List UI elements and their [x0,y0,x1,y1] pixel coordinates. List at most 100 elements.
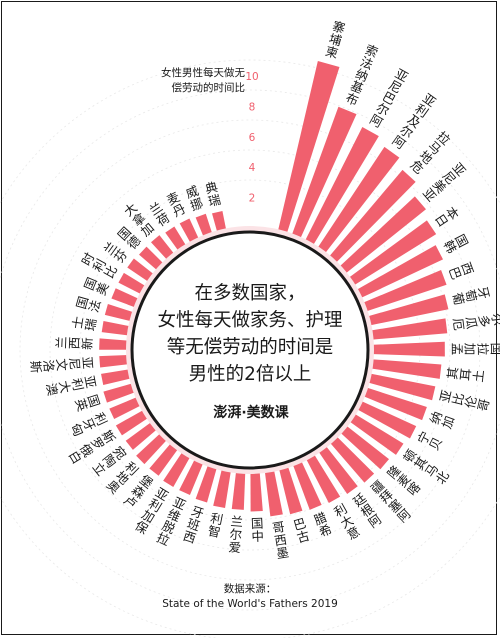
bar [99,354,131,368]
svg-text:古: 古 [295,528,311,546]
svg-text:典: 典 [204,179,220,196]
country-label: 其耳土 [444,366,486,383]
bar [338,424,389,470]
svg-text:尼: 尼 [67,357,83,371]
bar [231,469,246,510]
bar [290,106,357,241]
bar [304,452,341,504]
country-label: 柬埔寨 [324,18,347,61]
svg-text:亚: 亚 [437,388,454,404]
bar [115,408,151,436]
bar [150,235,176,262]
country-label: 国中 [251,516,265,544]
svg-text:葡: 葡 [450,291,468,307]
svg-text:多: 多 [476,314,492,328]
svg-text:萄: 萄 [462,288,480,304]
country-label: 新西兰 [54,336,95,350]
country-label: 兰尔爱 [228,514,244,556]
guide-ring [19,119,481,581]
svg-text:西: 西 [458,260,476,277]
svg-text:国: 国 [81,275,100,292]
svg-text:利: 利 [69,377,86,392]
svg-text:美: 美 [93,280,112,297]
bar [118,272,148,296]
svg-text:牙: 牙 [189,503,206,521]
svg-text:牙: 牙 [80,416,99,434]
svg-text:国: 国 [85,393,103,410]
headline-line-1: 在多数国家， [194,283,306,304]
bar [277,61,340,236]
svg-text:瓜: 瓜 [463,316,479,331]
axis-tick-label: 6 [249,132,256,144]
svg-text:亚: 亚 [82,374,99,389]
svg-text:哥: 哥 [475,397,492,413]
bar [179,218,200,246]
svg-text:兰: 兰 [54,336,69,349]
bar [138,246,166,272]
center-disc [130,230,370,470]
svg-text:基: 基 [348,78,366,97]
svg-text:文: 文 [54,358,70,372]
bar [149,441,180,476]
svg-text:国: 国 [73,295,91,311]
svg-text:瑞: 瑞 [82,317,99,332]
svg-text:班: 班 [185,516,202,534]
guide-ring [49,149,451,551]
svg-text:索: 索 [363,42,380,61]
svg-text:土: 土 [470,369,486,383]
bar [127,258,156,284]
bar [328,434,375,483]
svg-text:英: 英 [72,397,90,414]
bar [368,359,442,379]
bar [163,449,192,487]
country-label: 利牙匈 [68,410,110,439]
svg-text:洛: 洛 [41,359,57,373]
country-label: 牙班西 [181,503,206,546]
guide-ring [0,59,500,638]
country-label: 丹麦 [164,189,188,220]
bar [99,338,131,350]
svg-text:大: 大 [56,379,73,394]
axis-tick-label: 2 [249,193,256,205]
source-note: 数据来源： State of the World's Fathers 2019 [100,582,400,612]
svg-text:拉: 拉 [475,343,490,356]
svg-text:瑞: 瑞 [207,192,223,209]
bar [361,386,427,421]
bar [365,373,436,401]
publisher-logo: 澎湃·美数课 [213,405,289,421]
svg-text:韩: 韩 [441,238,460,256]
country-label: 利智 [207,510,225,540]
svg-text:威: 威 [184,183,201,202]
svg-text:哥: 哥 [271,519,286,536]
headline-line-3: 等无偿劳动的时间是 [166,337,334,358]
bar [365,294,449,326]
svg-text:埔: 埔 [327,31,344,49]
svg-text:丹: 丹 [170,201,188,220]
svg-text:比: 比 [449,391,466,407]
svg-text:利: 利 [91,410,110,428]
bar [368,318,448,340]
bar [337,196,426,276]
svg-text:中: 中 [251,529,264,545]
svg-text:西: 西 [181,528,198,546]
bar [195,213,213,239]
country-label: 腊希 [312,509,334,540]
bar [111,288,141,309]
svg-text:士: 士 [69,315,86,330]
bar [292,458,322,510]
bar [327,169,416,265]
bar [303,127,379,248]
svg-text:国: 国 [452,232,471,250]
bar [213,466,232,509]
svg-text:伦: 伦 [462,394,480,410]
country-label: 葡萄牙 [450,285,493,307]
source-name: State of the World's Fathers 2019 [162,598,338,610]
bar [346,220,437,287]
